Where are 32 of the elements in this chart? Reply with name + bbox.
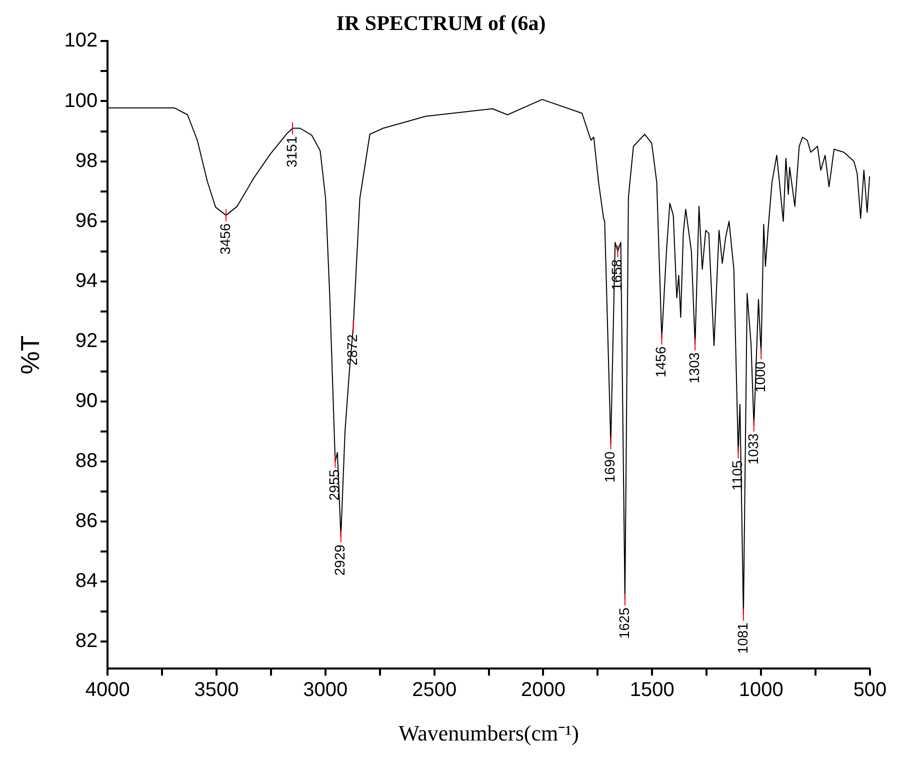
annotation: 2872 <box>344 334 360 366</box>
x-tick-label: 3000 <box>303 679 348 702</box>
x-tick-label: 1000 <box>738 679 784 702</box>
annotation: 2929 <box>332 544 348 576</box>
x-tick-label: 3500 <box>194 679 239 702</box>
y-tick-label: 100 <box>64 90 98 112</box>
x-tick-label: 2000 <box>520 679 566 702</box>
annotation: 1303 <box>686 352 702 384</box>
y-tick-label: 94 <box>75 270 98 292</box>
annotation: 1456 <box>652 346 669 378</box>
y-axis-title: %T <box>14 335 45 374</box>
y-tick-label: 98 <box>75 150 98 172</box>
annotation: 3456 <box>216 223 233 254</box>
x-tick-label: 1500 <box>630 679 674 702</box>
annotation: 3151 <box>283 136 300 168</box>
x-tick-label: 4000 <box>85 679 130 702</box>
annotation: 1625 <box>616 607 632 639</box>
x-tick-label: 500 <box>853 679 887 702</box>
x-tick-label: 2500 <box>412 679 457 702</box>
y-tick-label: 84 <box>75 570 98 592</box>
y-tick-label: 90 <box>75 390 98 412</box>
y-tick-label: 96 <box>75 210 98 232</box>
y-tick-label: 102 <box>64 30 98 52</box>
y-tick-label: 92 <box>75 330 98 352</box>
annotation: 1690 <box>602 451 618 483</box>
annotation: 1033 <box>744 433 761 465</box>
y-tick-label: 86 <box>75 510 98 532</box>
annotation: 1081 <box>734 622 750 654</box>
y-tick-label: 82 <box>75 630 98 652</box>
x-axis-title: Wavenumbers(cm⁻¹) <box>398 720 579 746</box>
y-tick-label: 88 <box>75 450 98 472</box>
chart-title: IR SPECTRUM of (6a) <box>336 11 546 36</box>
